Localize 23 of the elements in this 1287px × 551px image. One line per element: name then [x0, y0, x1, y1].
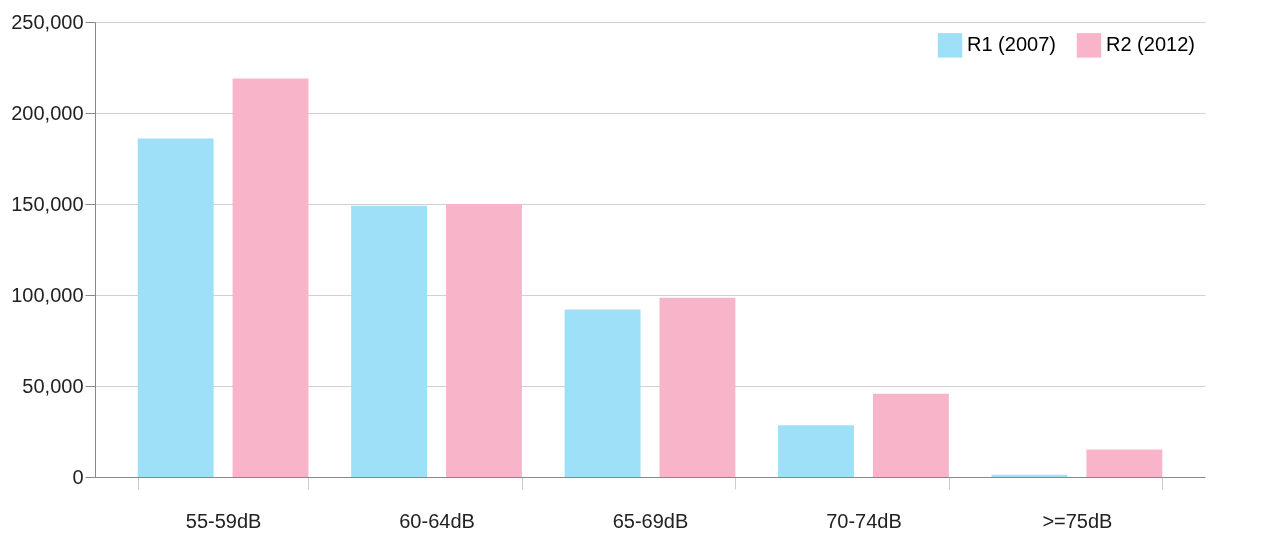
bar [659, 297, 736, 477]
bar [1086, 449, 1163, 477]
legend-label: R2 (2012) [1106, 33, 1195, 56]
bar [232, 78, 309, 477]
x-tick-label: 70-74dB [826, 509, 902, 532]
x-tick-label: 65-69dB [612, 509, 689, 532]
y-tick-label: 250,000 [11, 10, 84, 33]
bar [991, 474, 1068, 477]
x-tick-label: 55-59dB [185, 509, 262, 532]
x-tick-label: 60-64dB [399, 509, 475, 532]
legend-label: R1 (2007) [967, 33, 1056, 56]
y-tick-label: 0 [72, 465, 84, 488]
y-tick-label: 100,000 [11, 283, 84, 306]
x-tick-label: >=75dB [1042, 509, 1113, 532]
bar [351, 205, 428, 477]
bar [778, 425, 854, 477]
bar [446, 204, 522, 477]
bar [137, 138, 214, 477]
y-tick-label: 50,000 [22, 374, 84, 397]
y-tick-label: 200,000 [11, 101, 84, 124]
y-tick-label: 150,000 [11, 192, 84, 215]
bar [564, 309, 641, 477]
bar [872, 393, 949, 477]
